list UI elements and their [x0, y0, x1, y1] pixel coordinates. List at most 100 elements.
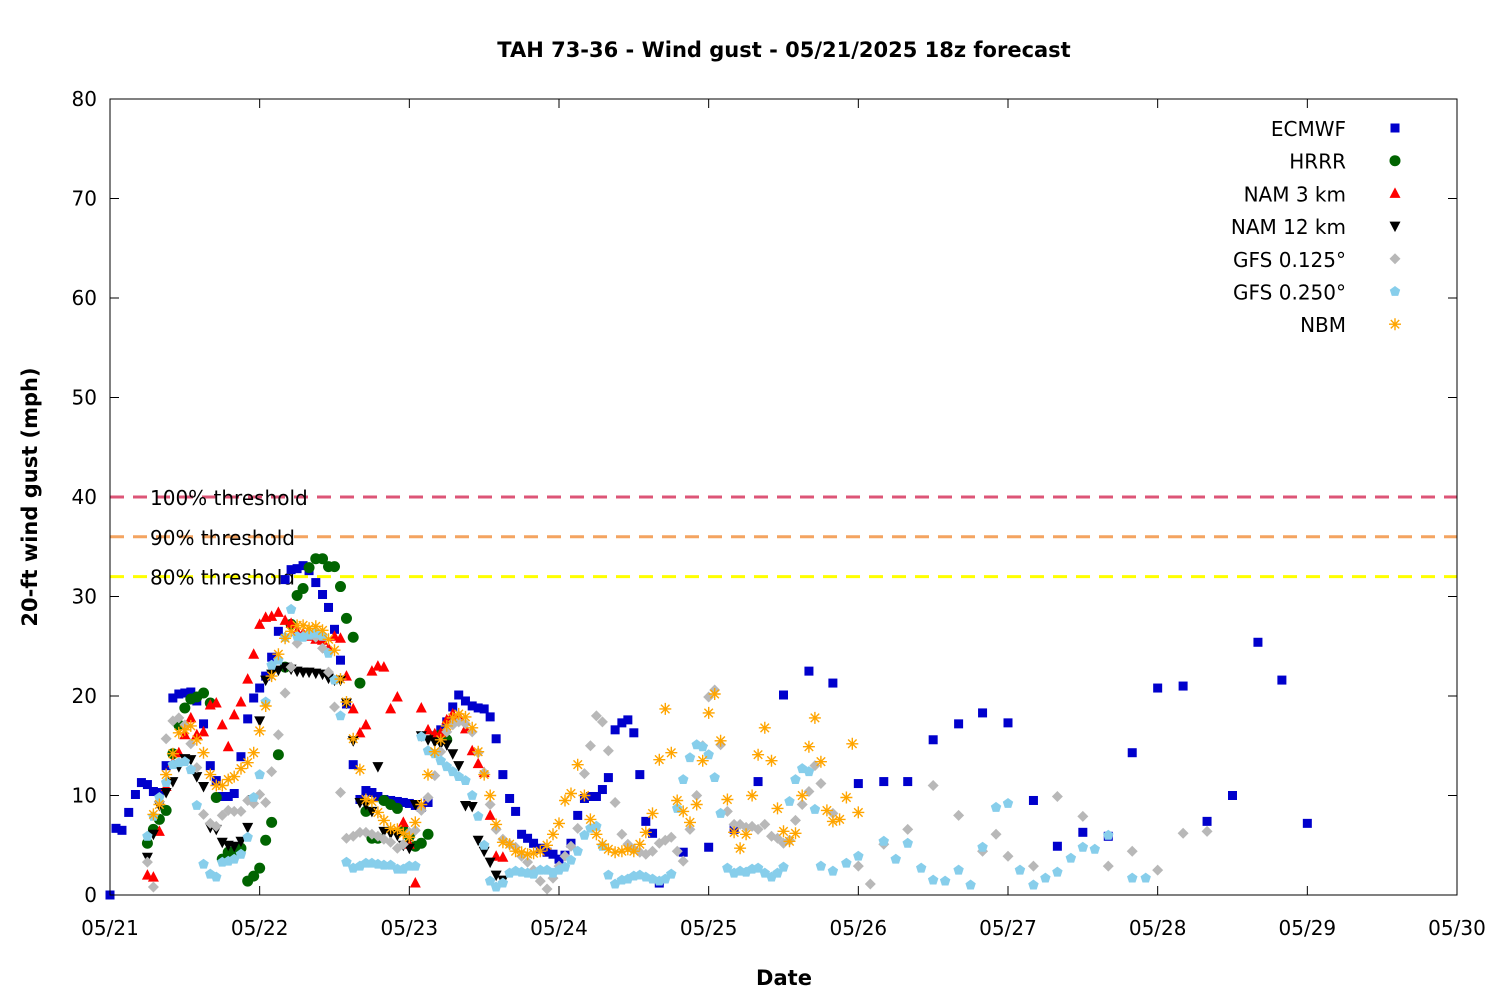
data-point-gfs-0-125 — [803, 786, 815, 798]
data-point-gfs-0-250 — [416, 731, 427, 742]
data-point-nam-3-km — [198, 725, 210, 737]
data-point-nbm — [365, 795, 378, 808]
data-point-nbm — [160, 768, 173, 781]
data-point-ecmwf — [467, 701, 477, 711]
data-point-ecmwf — [505, 793, 515, 803]
data-point-gfs-0-125 — [459, 718, 471, 730]
data-point-gfs-0-125 — [596, 716, 608, 728]
data-point-ecmwf — [1202, 816, 1212, 826]
data-point-nbm — [178, 723, 191, 736]
data-point-nam-12-km — [260, 675, 272, 687]
data-point-nam-3-km — [435, 726, 447, 738]
x-axis-label: Date — [756, 966, 812, 990]
data-point-ecmwf — [392, 796, 402, 806]
data-point-gfs-0-250 — [722, 862, 733, 873]
data-point-nbm — [734, 842, 747, 855]
data-point-ecmwf — [142, 780, 152, 790]
data-point-ecmwf — [554, 854, 564, 864]
data-point-nbm — [253, 724, 266, 737]
data-point-ecmwf — [828, 678, 838, 688]
data-point-nbm — [765, 754, 778, 767]
data-point-gfs-0-125 — [272, 729, 284, 741]
data-point-ecmwf — [853, 779, 863, 789]
data-point-gfs-0-125 — [397, 838, 409, 850]
data-point-ecmwf — [753, 777, 763, 787]
data-point-nbm — [397, 827, 410, 840]
data-point-gfs-0-125 — [759, 818, 771, 830]
data-point-nbm — [677, 805, 690, 818]
data-point-ecmwf — [311, 578, 321, 588]
data-point-nbm — [415, 798, 428, 811]
data-point-ecmwf — [460, 696, 470, 706]
data-point-gfs-0-125 — [684, 823, 696, 835]
data-point-nbm — [684, 816, 696, 829]
data-point-nbm — [621, 843, 634, 856]
data-point-nbm — [166, 747, 179, 760]
data-point-nbm — [814, 755, 827, 768]
data-point-ecmwf — [479, 704, 489, 714]
data-point-nam-12-km — [472, 835, 484, 847]
x-tick-label: 05/25 — [680, 916, 738, 940]
data-point-nbm — [259, 700, 272, 712]
data-point-ecmwf — [161, 761, 171, 771]
data-point-hrrr — [198, 687, 210, 699]
data-point-gfs-0-250 — [1140, 872, 1151, 883]
data-point-ecmwf — [542, 847, 552, 857]
data-point-nam-12-km — [185, 755, 197, 766]
data-point-hrrr — [179, 702, 191, 714]
data-point-gfs-0-250 — [435, 755, 446, 766]
data-point-nbm — [228, 770, 241, 783]
x-tick-label: 05/27 — [979, 916, 1037, 940]
data-point-nbm — [484, 789, 497, 802]
data-point-gfs-0-250 — [497, 877, 509, 888]
data-point-gfs-0-125 — [796, 798, 808, 810]
data-point-gfs-0-250 — [335, 710, 346, 721]
data-point-nbm — [446, 711, 459, 724]
data-point-gfs-0-125 — [609, 796, 621, 808]
data-point-ecmwf — [617, 718, 627, 728]
data-point-nbm — [466, 721, 479, 734]
data-point-gfs-0-125 — [752, 823, 764, 835]
data-point-nam-12-km — [235, 836, 247, 848]
data-point-gfs-0-125 — [864, 878, 876, 890]
data-point-nbm — [746, 789, 759, 802]
data-point-nbm — [384, 822, 397, 835]
data-point-ecmwf — [1277, 675, 1287, 685]
data-point-nbm — [409, 816, 422, 829]
data-point-gfs-0-125 — [541, 883, 553, 895]
data-point-hrrr — [422, 828, 434, 840]
data-point-gfs-0-250 — [709, 772, 720, 782]
legend-label-nam-3-km: NAM 3 km — [1244, 182, 1346, 206]
data-point-hrrr — [415, 837, 427, 849]
data-point-nam-3-km — [147, 871, 159, 882]
x-tick-label: 05/26 — [830, 916, 888, 940]
data-point-nbm — [503, 838, 516, 851]
data-point-nbm — [565, 787, 577, 800]
data-point-gfs-0-250 — [778, 861, 789, 872]
data-point-nam-3-km — [272, 606, 284, 617]
data-point-nbm — [334, 673, 347, 686]
data-point-nam-12-km — [254, 716, 266, 727]
data-point-gfs-0-250 — [939, 875, 951, 886]
x-tick-label: 05/23 — [381, 916, 439, 940]
data-point-gfs-0-125 — [522, 856, 534, 868]
data-point-ecmwf — [804, 666, 814, 676]
data-point-nbm — [633, 838, 646, 851]
data-point-nbm — [403, 831, 416, 844]
data-point-nbm — [222, 773, 235, 786]
data-point-nbm — [197, 746, 210, 759]
legend-label-gfs-0-125: GFS 0.125° — [1233, 248, 1346, 272]
data-point-ecmwf — [485, 712, 495, 722]
data-point-gfs-0-250 — [341, 856, 352, 867]
data-point-ecmwf — [597, 785, 607, 795]
data-point-ecmwf — [130, 790, 140, 800]
data-point-nbm — [578, 789, 591, 802]
data-point-nbm — [428, 745, 441, 758]
data-point-ecmwf — [280, 575, 290, 585]
data-point-nbm — [646, 807, 659, 820]
data-point-nbm — [303, 622, 316, 635]
data-point-nam-12-km — [198, 782, 210, 793]
data-point-gfs-0-125 — [323, 666, 335, 678]
data-point-ecmwf — [585, 791, 595, 801]
data-point-gfs-0-125 — [254, 789, 266, 801]
